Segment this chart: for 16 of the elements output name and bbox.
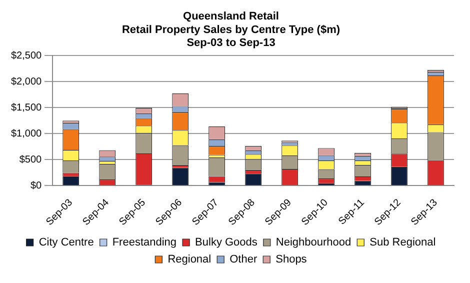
y-tick-label: $0 [30,180,42,192]
y-tick-label: $2,500 [10,50,42,62]
legend-label: Shops [276,254,308,266]
legend-label: Bulky Goods [195,236,258,249]
legend-label: Regional [168,254,212,266]
legend-label: Neighbourhood [276,236,352,249]
chart-subtitle: Retail Property Sales by Centre Type ($m) Sep-03 to Sep-13 [122,24,340,50]
y-tick-label: $500 [19,154,42,166]
legend-label: Sub Regional [370,236,436,249]
legend-label: Other [230,254,258,266]
legend-label: Freestanding [112,236,177,249]
y-tick-label: $2,000 [10,76,42,88]
chart-title: Queensland Retail [183,10,279,23]
y-tick-label: $1,500 [10,102,42,114]
legend-label: City Centre [38,236,94,249]
y-tick-label: $1,000 [10,128,42,140]
